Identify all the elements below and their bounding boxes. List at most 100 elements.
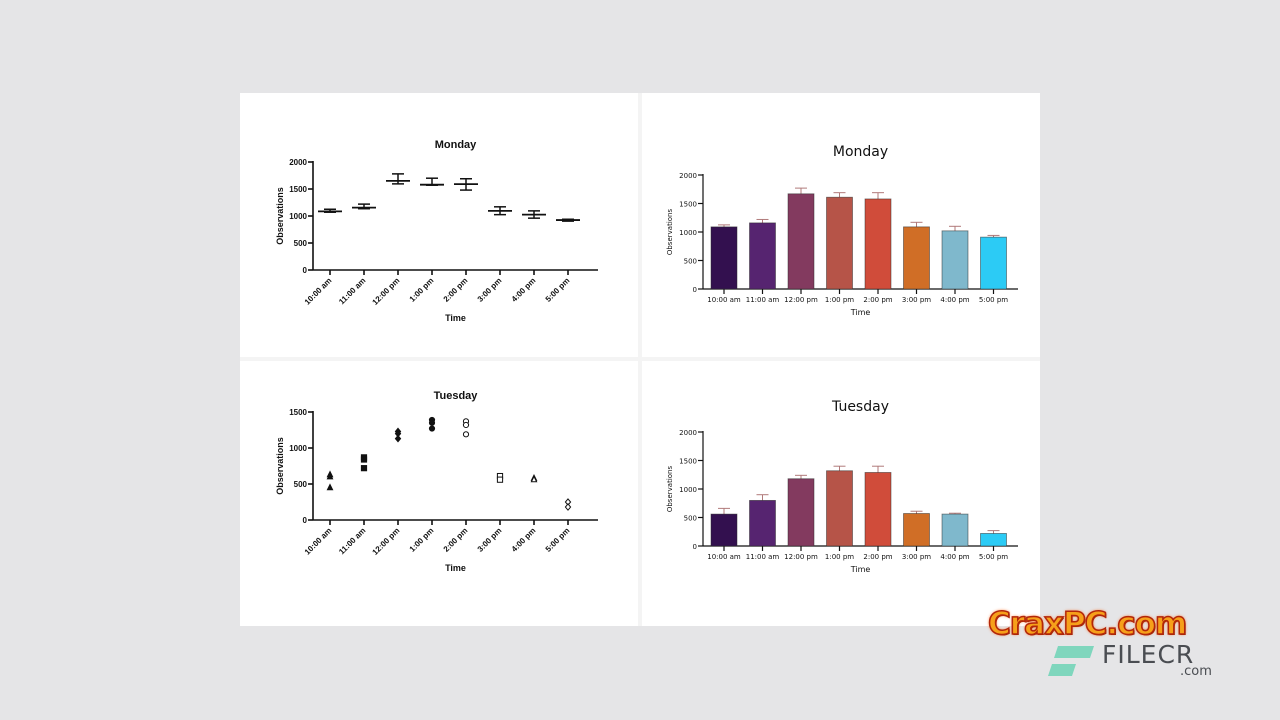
panel-tuesday-bar: Tuesday 0 500 1000 1500 2000 10:00 am 11:00 am 1…: [642, 361, 1040, 626]
bar: [787, 193, 815, 290]
y-tick-label: 1000: [289, 444, 307, 453]
bar: [941, 513, 969, 547]
x-tick-label: 4:00 pm: [510, 276, 538, 304]
x-axis-label: Time: [445, 563, 466, 573]
y-axis-label: Observations: [275, 437, 285, 495]
chart-board: Monday 0 500 1000 1500 2000 10:00 am 11:00 am 12…: [240, 93, 1040, 626]
x-tick-label: 11:00 am: [337, 526, 367, 556]
x-tick-label: 3:00 pm: [902, 553, 931, 561]
bar: [826, 196, 853, 290]
monday-bar-chart: Monday 0 500 1000 1500 2000 10:00 am 11:00 am 12…: [666, 144, 1018, 317]
watermark-filecr-suffix: .com: [1180, 664, 1212, 679]
bar: [787, 478, 815, 547]
bar: [941, 230, 969, 290]
bar: [903, 226, 930, 290]
x-tick-label: 5:00 pm: [979, 296, 1008, 304]
tuesday-scatter-chart: Tuesday 0 500 1000 1500 10:00 am 11:00 am 12:00…: [275, 390, 598, 573]
y-tick-label: 500: [294, 239, 308, 248]
chart-title: Tuesday: [434, 390, 479, 402]
x-tick-label: 4:00 pm: [940, 553, 969, 561]
y-tick-label: 500: [294, 480, 308, 489]
y-axis-label: Observations: [275, 187, 285, 245]
y-tick-label: 500: [684, 258, 697, 266]
data-point-diamond: [394, 434, 402, 443]
panel-tuesday-scatter: Tuesday 0 500 1000 1500 10:00 am 11:00 am 12:00…: [240, 361, 638, 626]
x-axis-label: Time: [850, 565, 871, 574]
tuesday-bar-chart: Tuesday 0 500 1000 1500 2000 10:00 am 11:00 am 1…: [666, 399, 1018, 574]
y-tick-label: 1500: [289, 185, 307, 194]
x-tick-label: 3:00 pm: [902, 296, 931, 304]
x-tick-label: 1:00 pm: [408, 526, 436, 554]
y-tick-label: 2000: [679, 172, 697, 180]
x-tick-label: 2:00 pm: [442, 276, 470, 304]
bar: [903, 513, 930, 547]
chart-title: Monday: [833, 144, 888, 160]
x-tick-label: 2:00 pm: [442, 526, 470, 554]
x-tick-label: 3:00 pm: [476, 526, 504, 554]
x-axis-label: Time: [850, 308, 871, 317]
panel-monday-bar: Monday 0 500 1000 1500 2000 10:00 am 11:00 am 12…: [642, 93, 1040, 357]
y-tick-label: 500: [684, 515, 697, 523]
x-tick-label: 1:00 pm: [408, 276, 436, 304]
filecr-logo-icon: [1048, 646, 1094, 676]
x-tick-label: 5:00 pm: [544, 526, 572, 554]
y-tick-label: 1000: [679, 229, 697, 237]
chart-title: Tuesday: [831, 399, 889, 415]
y-axis-label: Observations: [666, 209, 674, 256]
x-tick-label: 1:00 pm: [825, 553, 854, 561]
data-point-triangle: [530, 475, 538, 483]
x-tick-label: 5:00 pm: [544, 276, 572, 304]
bar: [710, 226, 738, 290]
x-tick-label: 3:00 pm: [476, 276, 504, 304]
data-point-circle: [428, 419, 436, 426]
x-tick-label: 1:00 pm: [825, 296, 854, 304]
bar: [826, 470, 853, 547]
y-tick-label: 2000: [679, 429, 697, 437]
x-tick-label: 4:00 pm: [940, 296, 969, 304]
y-tick-label: 0: [693, 543, 697, 551]
x-tick-label: 12:00 pm: [784, 553, 818, 561]
x-tick-label: 12:00 pm: [371, 276, 402, 307]
data-point-triangle: [326, 483, 334, 491]
data-point-circle: [462, 431, 470, 438]
data-point-square: [360, 465, 368, 472]
bar: [864, 198, 892, 290]
bar: [864, 472, 892, 547]
watermark-craxpc: CraxPC.com: [987, 605, 1188, 643]
panel-monday-box: Monday 0 500 1000 1500 2000 10:00 am 11:00 am 12…: [240, 93, 638, 357]
x-tick-label: 10:00 am: [707, 296, 741, 304]
x-tick-label: 10:00 am: [707, 553, 741, 561]
data-point-circle: [428, 425, 436, 432]
x-tick-label: 10:00 am: [303, 276, 334, 307]
y-tick-label: 1500: [289, 408, 307, 417]
y-axis-label: Observations: [666, 466, 674, 513]
bar: [749, 499, 776, 547]
x-tick-label: 11:00 am: [746, 296, 780, 304]
y-tick-label: 1000: [289, 212, 307, 221]
y-tick-label: 0: [303, 266, 308, 275]
data-point-square: [496, 476, 504, 483]
x-tick-label: 12:00 pm: [371, 526, 402, 557]
bar: [749, 222, 776, 290]
data-point-triangle: [326, 472, 334, 480]
x-tick-label: 12:00 pm: [784, 296, 818, 304]
x-tick-label: 11:00 am: [337, 276, 367, 306]
y-tick-label: 1500: [679, 458, 697, 466]
monday-box-chart: Monday 0 500 1000 1500 2000 10:00 am 11:00 am 12…: [275, 139, 598, 323]
x-tick-label: 4:00 pm: [510, 526, 538, 554]
x-tick-label: 5:00 pm: [979, 553, 1008, 561]
y-tick-label: 0: [303, 516, 308, 525]
x-tick-label: 11:00 am: [746, 553, 780, 561]
data-point-diamond: [564, 503, 572, 511]
y-tick-label: 2000: [289, 158, 307, 167]
y-tick-label: 0: [693, 286, 697, 294]
data-point-square: [360, 456, 368, 463]
x-tick-label: 2:00 pm: [863, 296, 892, 304]
x-tick-label: 2:00 pm: [863, 553, 892, 561]
y-tick-label: 1000: [679, 486, 697, 494]
data-point-circle: [462, 421, 470, 429]
bar: [980, 236, 1007, 290]
y-tick-label: 1500: [679, 201, 697, 209]
chart-title: Monday: [435, 139, 477, 151]
bar: [980, 533, 1007, 547]
